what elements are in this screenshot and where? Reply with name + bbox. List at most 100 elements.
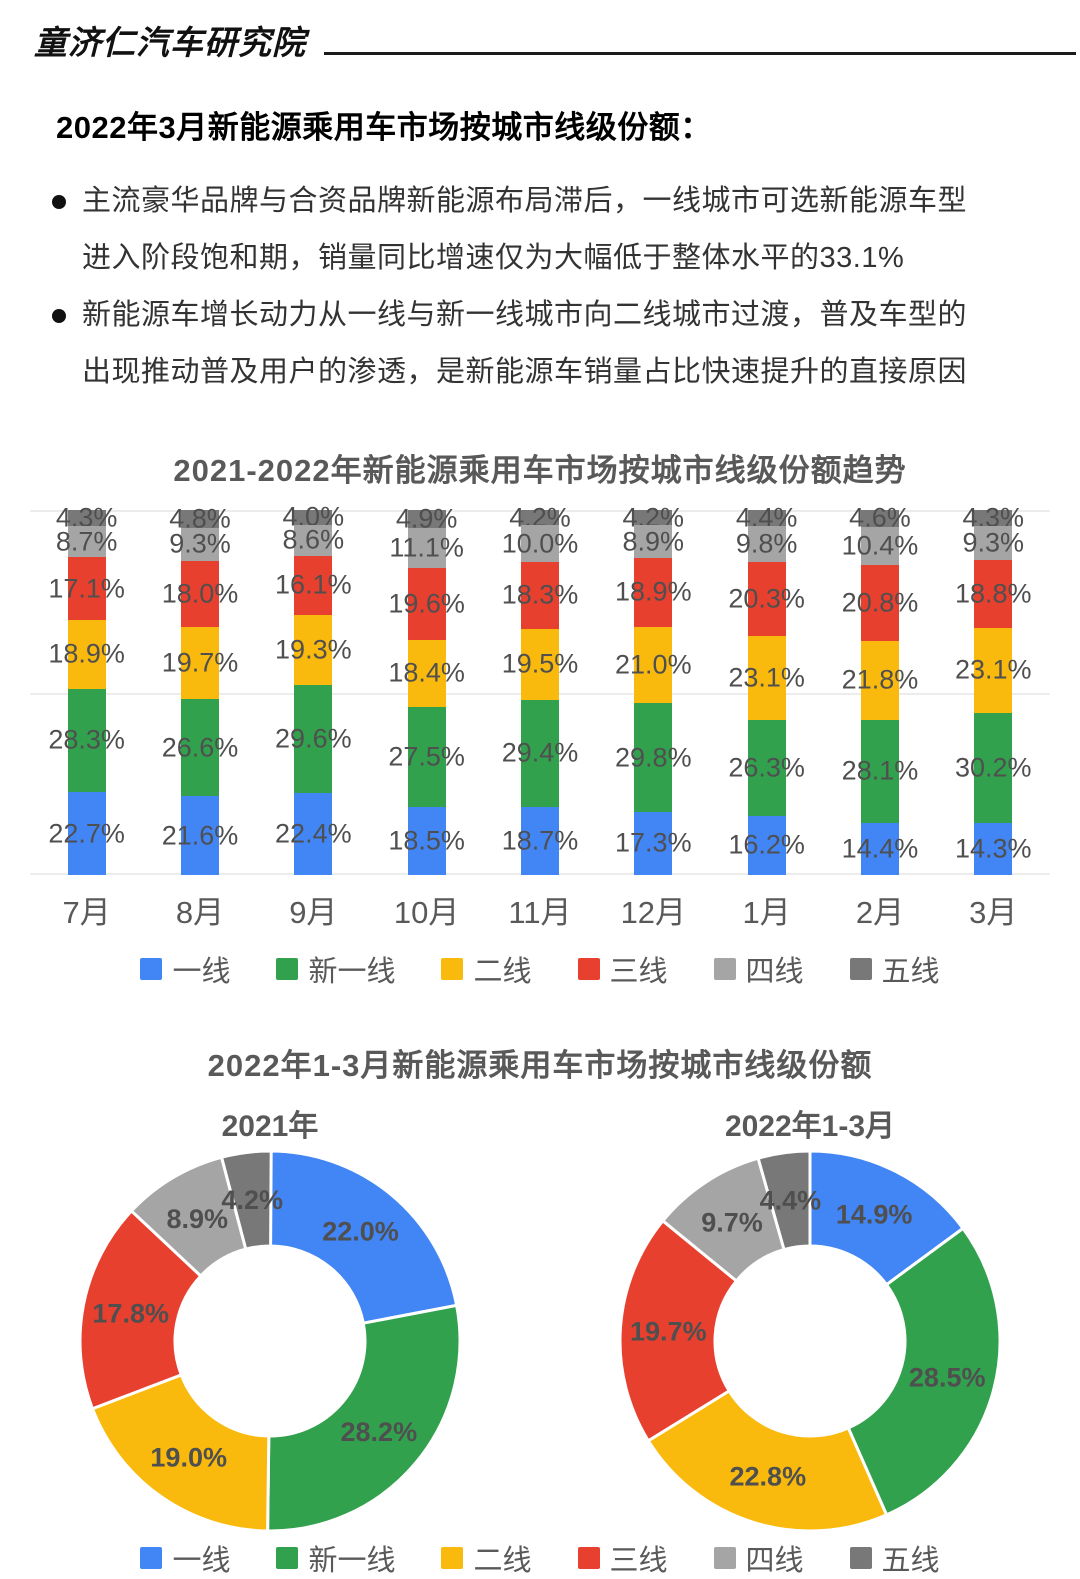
bar-value-label: 18.4% (388, 657, 465, 688)
bar-value-label: 18.8% (955, 578, 1032, 609)
bar-segment-二线: 19.5% (502, 628, 578, 700)
bar-value-label: 16.1% (275, 569, 352, 600)
legend-label: 五线 (881, 1545, 940, 1577)
donut-segment-新一线 (266, 1303, 462, 1533)
bar-segment-一线: 18.5% (388, 807, 465, 875)
donut-value-label: 8.9% (167, 1204, 229, 1234)
bar-segment-一线: 16.2% (728, 815, 805, 875)
donut-segment-三线 (78, 1208, 203, 1411)
bar-value-label: 27.5% (388, 741, 465, 772)
bar-value-label: 21.8% (841, 664, 919, 695)
bar-value-label: 18.0% (161, 578, 239, 609)
bar-value-label: 28.3% (48, 724, 125, 755)
donut-value-label: 19.0% (150, 1442, 227, 1472)
bullet-marker-icon (52, 195, 66, 209)
legend-label: 一线 (172, 956, 231, 988)
legend-item-三线: 三线 (577, 1537, 668, 1579)
bar-column: 4.8% 9.3% 18.0% 19.7% 26.6% 21.6% (143, 503, 256, 875)
bar-value-label: 8.9% (622, 526, 685, 557)
month-label: 11月 (508, 895, 572, 930)
bar-segment-三线: 18.3% (502, 561, 578, 629)
bar-value-label: 21.0% (615, 649, 692, 680)
legend-swatch-icon (441, 958, 464, 980)
legend-swatch-icon (276, 958, 299, 980)
bar-segment-一线: 17.3% (615, 811, 692, 875)
legend-swatch-icon (849, 1547, 872, 1569)
bar-value-label: 8.7% (55, 526, 118, 557)
bar-segment-二线: 19.7% (162, 627, 238, 700)
bar-segment-一线: 14.3% (955, 822, 1032, 875)
bar-value-label: 30.2% (955, 752, 1032, 783)
donut-chart-0: 22.0% 28.2% 19.0% 17.8% 8.9%4.2% (78, 1149, 462, 1533)
bullet-item: 新能源车增长动力从一线与新一线城市向二线城市过渡，普及车型的 出现推动普及用户的… (52, 287, 1026, 401)
page-header: 童济仁汽车研究院 (0, 0, 1080, 64)
bar-segment-五线: 4.4% (736, 503, 798, 533)
donut-segment-三线 (618, 1218, 739, 1443)
bar-segment-四线: 8.9% (623, 525, 684, 558)
bar-segment-五线: 4.8% (169, 503, 231, 533)
bar-segment-四线: 9.8% (736, 526, 797, 562)
legend-item-一线: 一线 (140, 1537, 230, 1579)
brand-logo: 童济仁汽车研究院 (34, 26, 306, 62)
donut-value-label: 22.0% (322, 1217, 399, 1247)
legend-swatch-icon (849, 958, 872, 980)
bar-segment-一线: 22.7% (48, 792, 125, 875)
bar-segment-一线: 18.7% (502, 806, 578, 875)
donut-subtitle-2022: 2022年1-3月 (724, 1110, 896, 1143)
bar-column: 4.6% 10.4% 20.8% 21.8% 28.1% 14.4% (823, 503, 936, 875)
bar-segment-三线: 18.8% (955, 559, 1032, 629)
bar-segment-五线: 4.9% (396, 503, 458, 533)
bar-segment-新一线: 29.4% (502, 699, 578, 807)
donut-half-left: 22.0% 28.2% 19.0% 17.8% 8.9% 4.2% (0, 1149, 540, 1533)
bullet-marker-icon (52, 309, 66, 323)
bar-segment-五线: 4.6% (849, 503, 911, 533)
stacked-bar: 4.3% 8.7% 17.1% 18.9% 28.3% 22.7% (48, 502, 125, 875)
bar-value-label: 29.4% (501, 737, 579, 768)
bar-value-label: 26.3% (728, 752, 805, 783)
donut-value-label: 19.7% (630, 1317, 707, 1347)
month-label: 2月 (855, 895, 905, 930)
bullet-text: 主流豪华品牌与合资品牌新能源布局滞后，一线城市可选新能源车型 进入阶段饱和期，销… (82, 173, 967, 287)
bar-segment-四线: 9.3% (169, 527, 231, 562)
bar-value-label: 18.5% (388, 825, 465, 856)
bar-segment-一线: 22.4% (275, 793, 352, 875)
stacked-bar: 4.2% 10.0% 18.3% 19.5% 29.4% 18.7% (502, 502, 578, 875)
bar-segment-一线: 14.4% (842, 822, 918, 875)
donut-chart-1: 14.9% 28.5% 22.8% 19.7% 9.7%4.4% (618, 1149, 1002, 1533)
bar-chart-title: 2021-2022年新能源乘用车市场按城市线级份额趋势 (173, 453, 907, 488)
bar-column: 4.0% 8.6% 16.1% 19.3% 29.6% 22.4% (257, 502, 370, 875)
bar-segment-新一线: 29.8% (615, 703, 692, 812)
month-label: 8月 (175, 895, 225, 930)
bar-value-label: 14.3% (955, 833, 1032, 864)
bar-segment-四线: 11.1% (389, 527, 464, 569)
bar-value-label: 18.7% (501, 825, 579, 856)
bar-segment-新一线: 27.5% (388, 707, 465, 808)
bar-segment-新一线: 26.3% (728, 720, 805, 816)
bullet-line: 进入阶段饱和期，销量同比增速仅为大幅低于整体水平的33.1% (82, 242, 905, 274)
bar-segment-五线: 4.3% (56, 502, 118, 532)
donut-segment-五线 (756, 1149, 812, 1252)
legend-item-二线: 二线 (441, 1537, 532, 1579)
legend-swatch-icon (577, 958, 600, 980)
donut-half-right: 14.9% 28.5% 22.8% 19.7% 9.7% 4.4% (540, 1149, 1080, 1533)
legend-label: 新一线 (308, 1545, 396, 1577)
bar-value-label: 19.6% (388, 588, 465, 619)
bar-value-label: 16.2% (728, 829, 805, 860)
bar-segment-五线: 4.3% (963, 502, 1025, 532)
bar-segment-四线: 10.0% (502, 525, 578, 562)
bar-segment-二线: 18.4% (388, 639, 465, 708)
bar-value-label: 17.3% (615, 827, 692, 858)
bar-segment-二线: 23.1% (728, 635, 805, 721)
bar-segment-新一线: 28.3% (48, 688, 125, 793)
legend-item-新一线: 新一线 (276, 1537, 395, 1579)
legend-item-新一线: 新一线 (276, 948, 395, 990)
stacked-bar: 4.6% 10.4% 20.8% 21.8% 28.1% 14.4% (842, 503, 918, 875)
bar-value-label: 19.5% (501, 648, 579, 679)
bar-value-label: 9.3% (962, 527, 1025, 558)
legend-label: 四线 (745, 1545, 804, 1577)
city-tier-legend: 一线 新一线 二线 三线 四线 五线 (0, 948, 1080, 990)
donut-value-label: 17.8% (92, 1299, 169, 1329)
bar-columns: 4.3% 8.7% 17.1% 18.9% 28.3% 22.7% 4.8% 9.3% 18.0… (30, 502, 1050, 875)
stacked-bar: 4.8% 9.3% 18.0% 19.7% 26.6% 21.6% (162, 503, 238, 875)
bar-value-label: 29.6% (275, 723, 352, 754)
